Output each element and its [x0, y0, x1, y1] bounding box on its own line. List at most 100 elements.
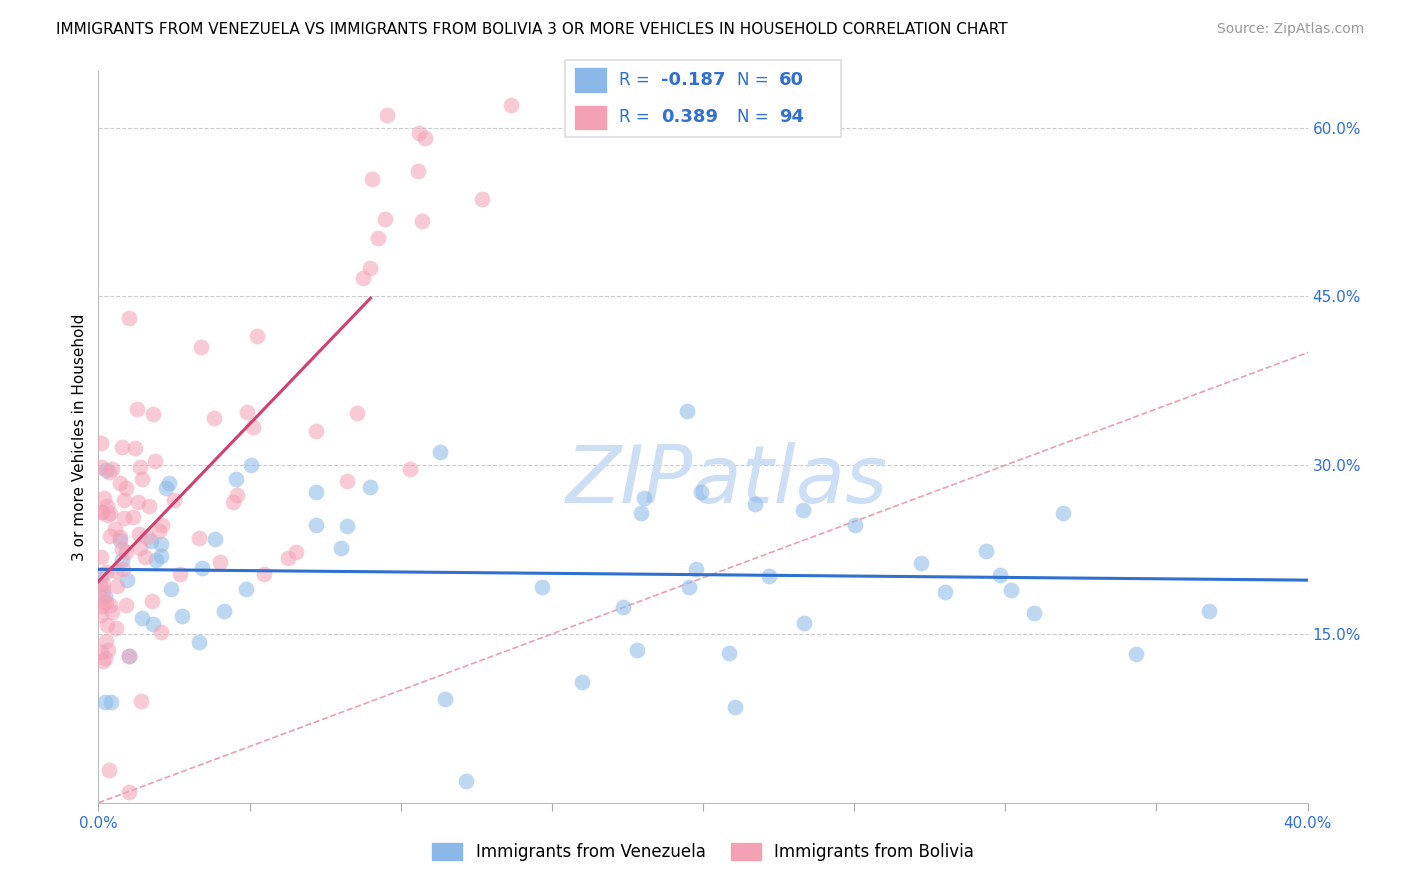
- Point: [150, 518, 173, 533]
- Point: [235, 582, 257, 596]
- Point: [101, 462, 124, 476]
- Point: [100, 695, 122, 709]
- Point: [157, 475, 180, 490]
- Point: [242, 420, 264, 434]
- Point: [149, 624, 172, 639]
- Point: [98, 598, 121, 612]
- Point: [367, 231, 389, 245]
- Point: [115, 573, 138, 587]
- Point: [330, 541, 353, 555]
- Point: [90, 550, 112, 565]
- Point: [155, 481, 177, 495]
- Point: [304, 424, 326, 438]
- Point: [170, 609, 193, 624]
- Point: [413, 130, 436, 145]
- FancyBboxPatch shape: [565, 60, 841, 136]
- Point: [127, 495, 149, 509]
- Point: [612, 600, 634, 615]
- Point: [118, 784, 141, 798]
- Point: [105, 564, 128, 578]
- Point: [93, 583, 115, 598]
- Point: [142, 616, 165, 631]
- Point: [91, 599, 114, 614]
- Point: [97, 508, 120, 522]
- Point: [96, 617, 118, 632]
- Point: [93, 654, 115, 668]
- Text: Source: ZipAtlas.com: Source: ZipAtlas.com: [1216, 22, 1364, 37]
- Text: R =: R =: [619, 70, 655, 88]
- Point: [111, 440, 134, 454]
- Point: [136, 530, 159, 544]
- Text: IMMIGRANTS FROM VENEZUELA VS IMMIGRANTS FROM BOLIVIA 3 OR MORE VEHICLES IN HOUSE: IMMIGRANTS FROM VENEZUELA VS IMMIGRANTS …: [56, 22, 1008, 37]
- Point: [974, 544, 997, 558]
- Point: [117, 311, 139, 326]
- Point: [187, 635, 209, 649]
- Point: [93, 589, 115, 603]
- Point: [112, 562, 135, 576]
- Point: [724, 699, 747, 714]
- Point: [112, 492, 135, 507]
- Point: [226, 488, 249, 502]
- Point: [90, 645, 112, 659]
- Point: [105, 579, 128, 593]
- Point: [128, 460, 150, 475]
- Point: [105, 621, 128, 635]
- Point: [129, 694, 152, 708]
- Point: [246, 329, 269, 343]
- Point: [139, 534, 162, 549]
- Point: [90, 505, 112, 519]
- Point: [398, 461, 420, 475]
- Text: N =: N =: [737, 109, 773, 127]
- Point: [685, 562, 707, 576]
- Point: [98, 763, 121, 777]
- Point: [530, 580, 553, 594]
- Point: [94, 463, 117, 477]
- Legend: Immigrants from Venezuela, Immigrants from Bolivia: Immigrants from Venezuela, Immigrants fr…: [426, 836, 980, 868]
- Point: [408, 126, 430, 140]
- Point: [253, 566, 276, 581]
- Point: [90, 435, 112, 450]
- Point: [305, 485, 328, 500]
- Point: [374, 212, 396, 227]
- Point: [115, 481, 138, 495]
- Point: [359, 480, 381, 494]
- Point: [128, 527, 150, 541]
- Point: [305, 518, 328, 533]
- Point: [433, 692, 456, 706]
- Point: [98, 465, 121, 479]
- Point: [142, 408, 165, 422]
- Point: [988, 567, 1011, 582]
- Point: [125, 401, 148, 416]
- Point: [190, 561, 212, 575]
- Point: [94, 565, 117, 579]
- Point: [163, 492, 186, 507]
- Point: [744, 497, 766, 511]
- Point: [689, 485, 711, 500]
- Point: [499, 98, 522, 112]
- Point: [209, 555, 232, 569]
- Point: [98, 507, 121, 521]
- Point: [910, 556, 932, 570]
- Point: [96, 499, 118, 513]
- Point: [90, 505, 112, 519]
- Point: [128, 541, 150, 556]
- FancyBboxPatch shape: [574, 67, 607, 93]
- Point: [131, 472, 153, 486]
- Point: [277, 550, 299, 565]
- Point: [124, 441, 146, 455]
- Point: [169, 566, 191, 581]
- Point: [104, 522, 127, 536]
- Point: [352, 270, 374, 285]
- Point: [678, 580, 700, 594]
- Point: [97, 642, 120, 657]
- Point: [90, 607, 112, 622]
- Point: [108, 476, 131, 491]
- Point: [94, 695, 117, 709]
- Point: [131, 610, 153, 624]
- Text: R =: R =: [619, 109, 655, 127]
- Point: [571, 675, 593, 690]
- Point: [94, 633, 117, 648]
- FancyBboxPatch shape: [574, 104, 607, 130]
- Point: [100, 605, 122, 619]
- Point: [90, 460, 112, 475]
